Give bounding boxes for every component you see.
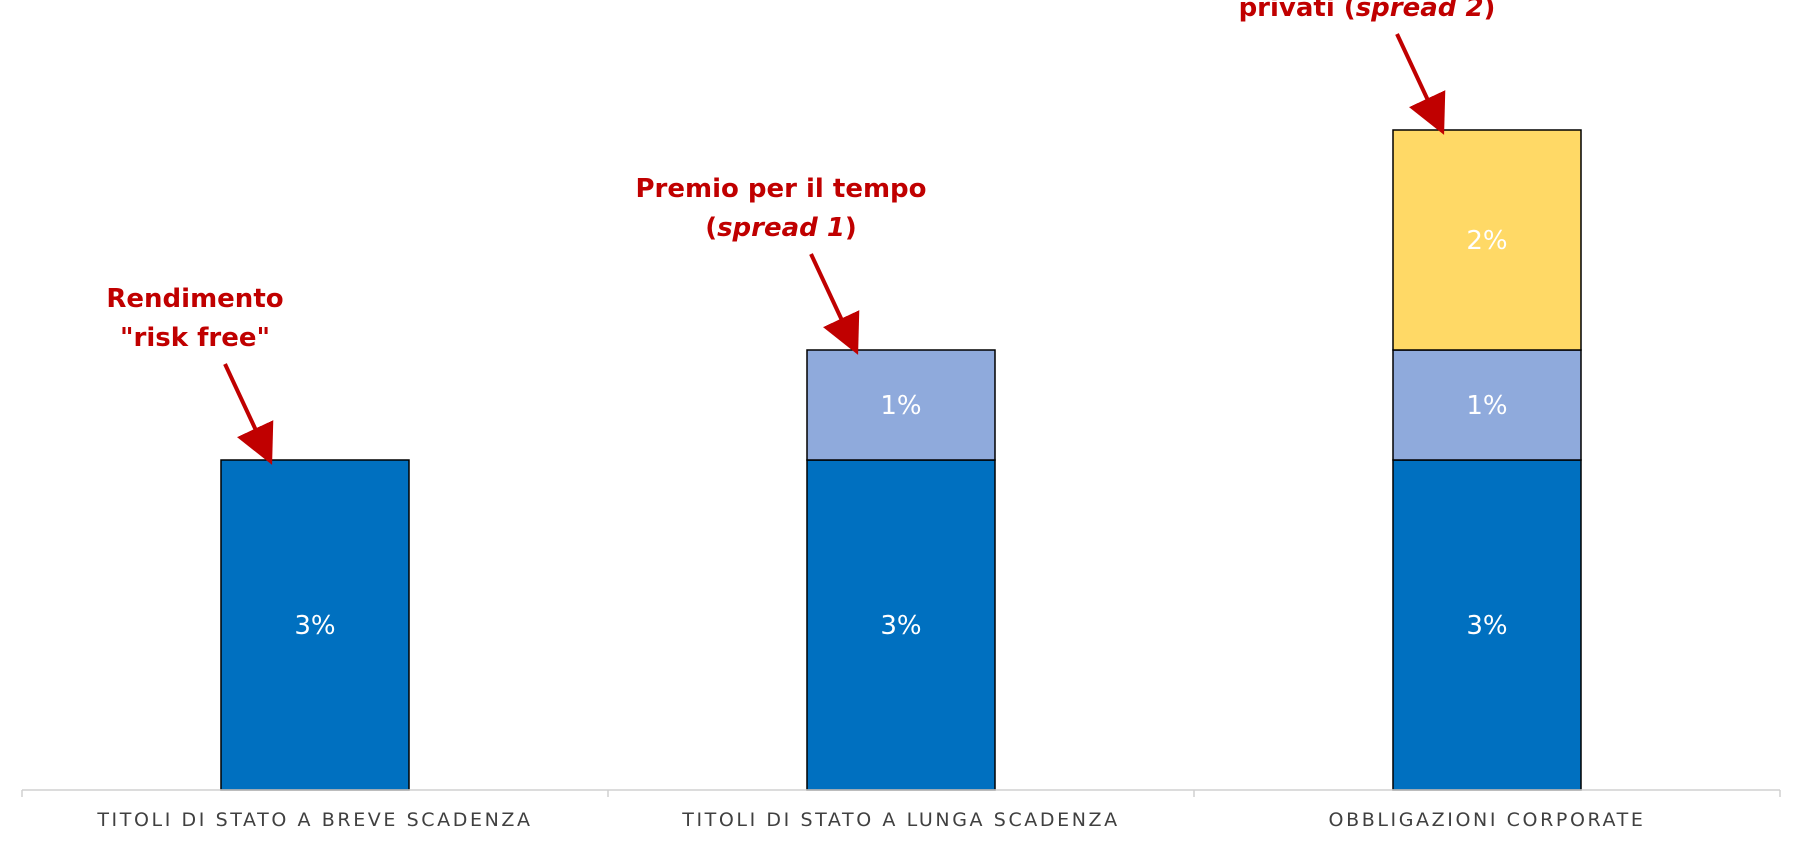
annotation-text: Rendimento (106, 284, 283, 314)
data-label: 1% (880, 391, 921, 421)
bars-layer: 3% 3% 1% 3% 1% 2% (220, 129, 1582, 791)
bar-segment (1392, 349, 1582, 461)
category-label: TITOLI DI STATO A LUNGA SCADENZA (681, 809, 1120, 831)
data-label: 3% (880, 611, 921, 641)
annotation-text-part: spread 2 (1356, 0, 1484, 23)
annotation-text-part: "risk free" (120, 323, 270, 353)
annotation-arrow (223, 363, 274, 465)
annotation-text: privati (spread 2) (1239, 0, 1496, 23)
data-label: 3% (1466, 611, 1507, 641)
bar-segment (1392, 129, 1582, 351)
annotation-text-part: privati ( (1239, 0, 1356, 23)
annotation-text-part: Rendimento (106, 284, 283, 314)
data-label: 2% (1466, 226, 1507, 256)
annotation-text-part: spread 1 (717, 213, 845, 243)
bar-segment (220, 459, 410, 791)
annotation-text: (spread 1) (705, 213, 857, 243)
annotation-text-part: Premio per il tempo (635, 174, 926, 204)
bar-segment (1392, 459, 1582, 791)
data-label: 1% (1466, 391, 1507, 421)
category-label: OBBLIGAZIONI CORPORATE (1329, 809, 1646, 831)
bar-segment (806, 349, 996, 461)
annotations-layer: Rendimento "risk free" Premio per il tempo… (106, 0, 1496, 465)
x-axis: TITOLI DI STATO A BREVE SCADENZA TITOLI D… (21, 789, 1781, 831)
bar-segment (806, 459, 996, 791)
annotation-text-part: ) (845, 213, 857, 243)
annotation-text: "risk free" (120, 323, 270, 353)
annotation-text-part: ( (705, 213, 717, 243)
data-label: 3% (294, 611, 335, 641)
category-label: TITOLI DI STATO A BREVE SCADENZA (96, 809, 532, 831)
annotation-arrow (1395, 33, 1446, 135)
annotation-text-part: ) (1484, 0, 1496, 23)
annotation-arrow (809, 253, 860, 355)
annotation-text: Premio per il tempo (635, 174, 926, 204)
